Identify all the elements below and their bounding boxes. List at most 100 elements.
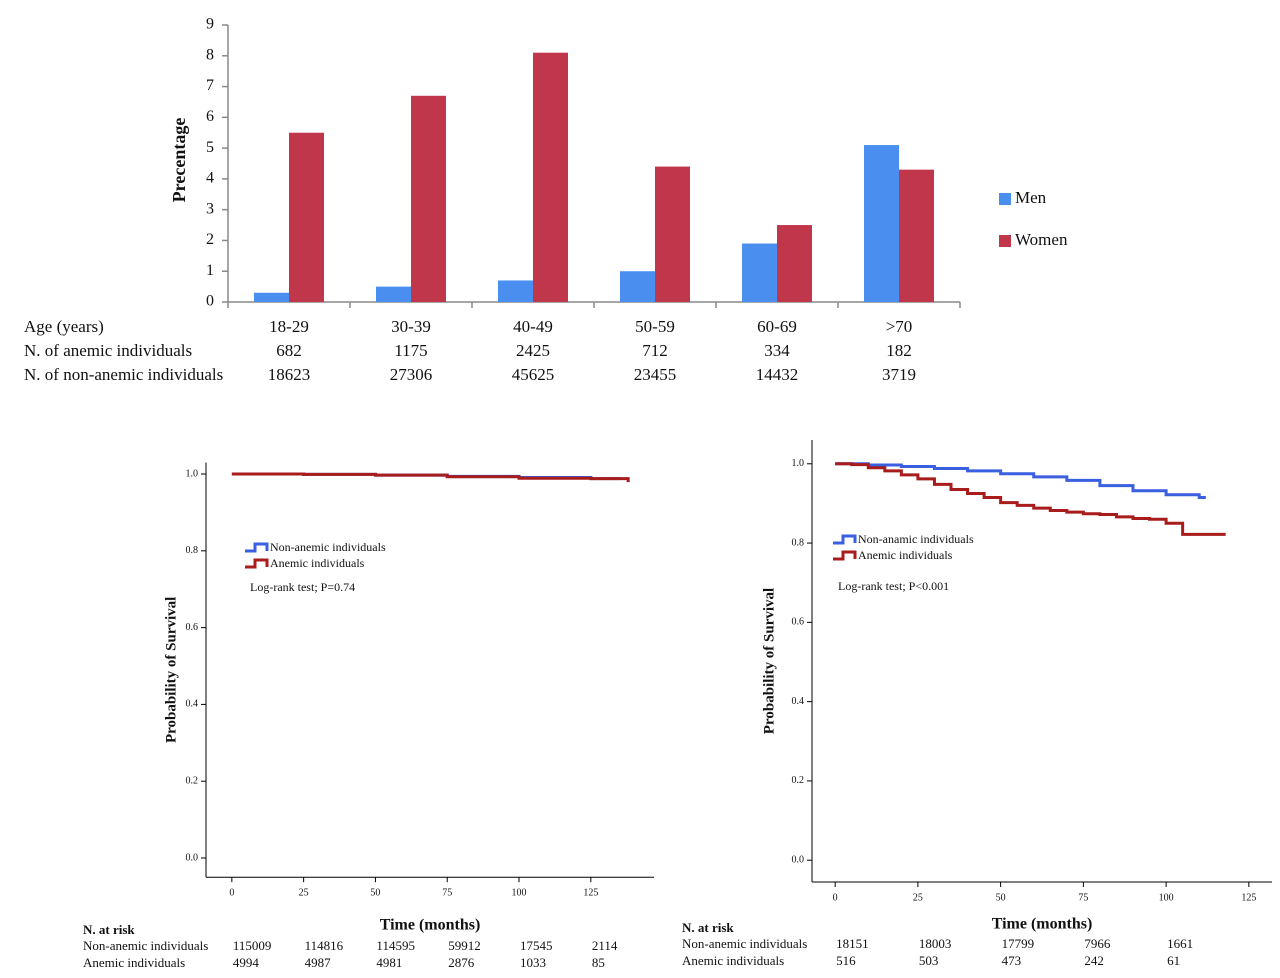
y-tick-label: 4 [206, 170, 214, 187]
bar [533, 52, 568, 303]
legend-swatch [999, 193, 1011, 205]
risk-cell: 59912 [448, 938, 481, 953]
x-tick-label: 18-29 [269, 317, 309, 336]
bar [620, 271, 655, 302]
x-tick-label: 60-69 [757, 317, 797, 336]
bar [742, 243, 777, 302]
legend-swatch [999, 235, 1011, 247]
y-axis-label: Precentage [169, 118, 189, 203]
x-tick-label: 100 [512, 887, 527, 898]
risk-cell: 242 [1084, 953, 1104, 968]
table-cell: 27306 [390, 365, 433, 384]
legend-label: Non-anemic individuals [270, 540, 386, 554]
risk-cell: 115009 [233, 938, 272, 953]
y-tick-label: 6 [206, 108, 214, 125]
bar [864, 145, 899, 302]
legend-icon [245, 558, 269, 569]
legend-label: Men [1015, 188, 1047, 207]
table-cell: 334 [764, 341, 790, 360]
x-axis-label: Time (months) [992, 916, 1093, 933]
y-tick-label: 0.0 [186, 852, 199, 863]
risk-cell: 18003 [919, 936, 952, 951]
risk-cell: 18151 [836, 936, 869, 951]
risk-cell: 2114 [592, 938, 618, 953]
y-tick-label: 0.4 [186, 699, 199, 710]
risk-cell: 114595 [376, 938, 415, 953]
legend-label: Anemic individuals [858, 548, 953, 562]
risk-cell: 61 [1167, 953, 1180, 968]
table-row-label: N. of anemic individuals [24, 341, 192, 360]
table-cell: 45625 [512, 365, 555, 384]
risk-cell: 114816 [305, 938, 344, 953]
x-tick-label: 30-39 [391, 317, 431, 336]
x-tick-label: 50-59 [635, 317, 675, 336]
y-tick-label: 7 [206, 77, 214, 94]
table-cell: 23455 [634, 365, 677, 384]
risk-cell: 17545 [520, 938, 553, 953]
y-tick-label: 3 [206, 200, 214, 217]
risk-row-label: Non-anemic individuals [682, 936, 807, 951]
y-tick-label: 0.4 [792, 696, 805, 707]
annotation: Log-rank test; P=0.74 [250, 580, 355, 594]
x-tick-label: 75 [442, 887, 452, 898]
risk-cell: 2876 [448, 955, 475, 970]
y-axis-label: Probability of Survival [761, 588, 777, 734]
risk-cell: 17799 [1002, 936, 1034, 951]
y-tick-label: 0.8 [792, 537, 805, 548]
risk-row-label: Anemic individuals [682, 953, 784, 968]
annotation: Log-rank test; P<0.001 [838, 579, 949, 593]
y-tick-label: 1.0 [792, 458, 805, 469]
table-row-label: N. of non-anemic individuals [24, 365, 223, 384]
x-tick-label: 75 [1078, 892, 1088, 903]
legend-label: Anemic individuals [270, 556, 365, 570]
risk-cell: 503 [919, 953, 939, 968]
y-tick-label: 0 [206, 293, 214, 310]
y-tick-label: 5 [206, 139, 214, 156]
x-tick-label: 125 [583, 887, 598, 898]
risk-cell: 516 [836, 953, 856, 968]
x-tick-label: 100 [1159, 892, 1174, 903]
legend-icon [833, 550, 857, 561]
table-cell: 18623 [268, 365, 311, 384]
table-cell: 712 [642, 341, 668, 360]
y-tick-label: 1 [206, 262, 214, 279]
y-tick-label: 8 [206, 46, 214, 63]
survival-curve [835, 462, 1206, 499]
table-cell: 182 [886, 341, 912, 360]
y-tick-label: 0.8 [186, 545, 199, 556]
y-tick-label: 0.2 [792, 775, 805, 786]
y-tick-label: 0.0 [792, 854, 805, 865]
x-tick-label: 0 [833, 892, 838, 903]
risk-cell: 7966 [1084, 936, 1111, 951]
y-tick-label: 0.2 [186, 776, 199, 787]
table-cell: 682 [276, 341, 302, 360]
risk-cell: 1661 [1167, 936, 1193, 951]
x-tick-label: 25 [913, 892, 923, 903]
bar [777, 225, 812, 302]
x-tick-label: 50 [996, 892, 1006, 903]
x-tick-label: 25 [299, 887, 309, 898]
x-tick-label: 40-49 [513, 317, 553, 336]
y-tick-label: 0.6 [186, 622, 199, 633]
x-tick-label: >70 [886, 317, 913, 336]
risk-title: N. at risk [682, 920, 734, 935]
legend-label: Non-anamic individuals [858, 532, 974, 546]
risk-cell: 4987 [305, 955, 332, 970]
bar [411, 95, 446, 303]
x-tick-label: 50 [370, 887, 380, 898]
risk-cell: 473 [1002, 953, 1022, 968]
bar [376, 286, 411, 302]
table-cell: 1175 [394, 341, 427, 360]
survival-curve [835, 462, 1226, 536]
risk-cell: 85 [592, 955, 605, 970]
bar [289, 132, 324, 302]
y-tick-label: 0.6 [792, 617, 805, 628]
legend-label: Women [1015, 230, 1068, 249]
bar [254, 292, 289, 302]
risk-cell: 4994 [233, 955, 260, 970]
risk-cell: 4981 [376, 955, 402, 970]
y-axis-label: Probability of Survival [163, 597, 179, 743]
bar [498, 280, 533, 302]
risk-cell: 1033 [520, 955, 546, 970]
